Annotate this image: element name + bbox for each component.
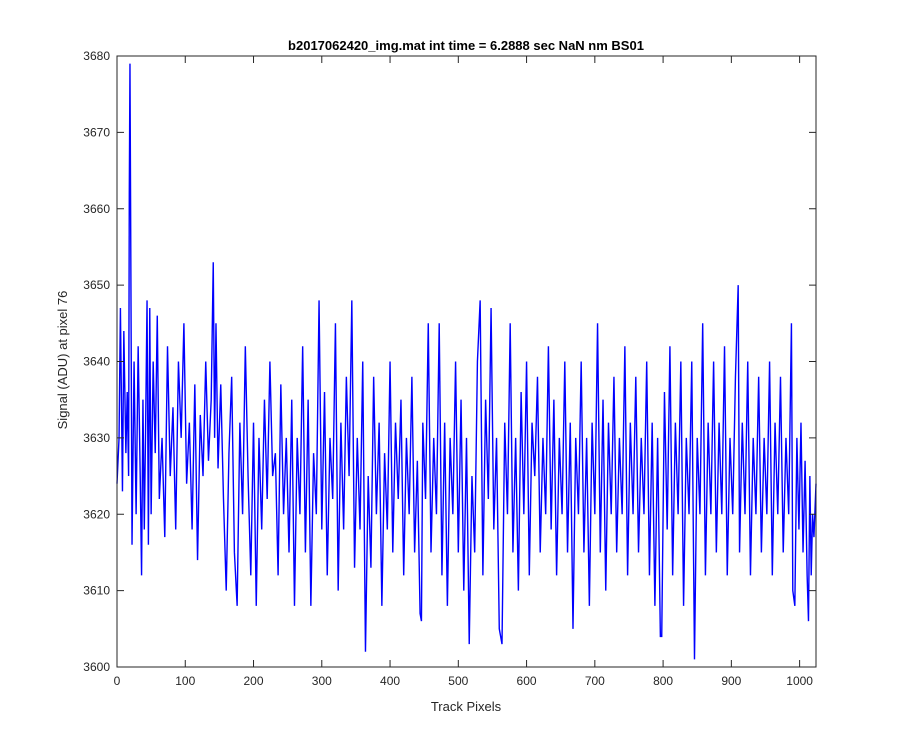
y-tick-label: 3620 xyxy=(83,507,110,521)
y-tick-label: 3600 xyxy=(83,660,110,674)
y-axis-label: Signal (ADU) at pixel 76 xyxy=(55,291,70,430)
y-tick-label: 3630 xyxy=(83,431,110,445)
chart-title: b2017062420_img.mat int time = 6.2888 se… xyxy=(288,38,644,53)
x-tick-label: 0 xyxy=(114,674,121,688)
y-tick-label: 3640 xyxy=(83,355,110,369)
x-tick-label: 100 xyxy=(175,674,195,688)
x-tick-label: 500 xyxy=(448,674,468,688)
plot-area xyxy=(117,56,816,667)
y-tick-label: 3670 xyxy=(83,125,110,139)
y-tick-label: 3650 xyxy=(83,278,110,292)
x-axis-label: Track Pixels xyxy=(431,699,502,714)
x-tick-label: 300 xyxy=(312,674,332,688)
y-tick-label: 3680 xyxy=(83,49,110,63)
y-tick-label: 3660 xyxy=(83,202,110,216)
x-tick-label: 400 xyxy=(380,674,400,688)
x-tick-label: 800 xyxy=(653,674,673,688)
x-tick-label: 1000 xyxy=(786,674,813,688)
axes: 0 100 200 300 400 500 600 700 800 900 1000 3600 3610… xyxy=(83,49,817,688)
x-tick-label: 900 xyxy=(721,674,741,688)
series-line-0 xyxy=(116,63,817,660)
y-tick-label: 3610 xyxy=(83,584,110,598)
x-tick-label: 700 xyxy=(585,674,605,688)
x-tick-label: 600 xyxy=(517,674,537,688)
x-tick-label: 200 xyxy=(244,674,264,688)
